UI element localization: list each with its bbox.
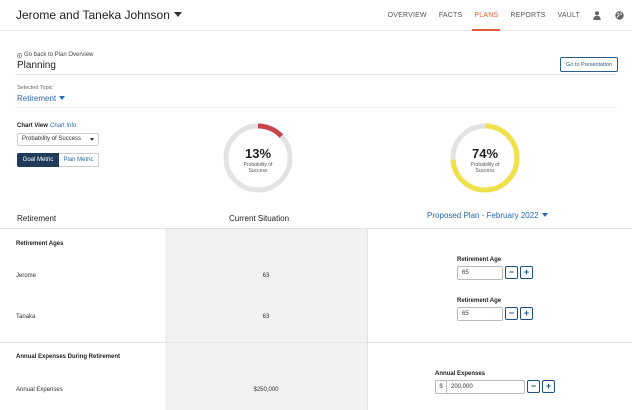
chevron-down-icon <box>90 138 94 141</box>
main-nav: OVERVIEW FACTS PLANS REPORTS VAULT <box>376 0 624 31</box>
currency-prefix: $ <box>435 380 446 394</box>
nav-vault[interactable]: VAULT <box>557 12 580 19</box>
annual-expenses-section-title: Annual Expenses During Retirement <box>16 354 121 360</box>
current-gauge-percent: 13% <box>244 146 272 161</box>
metric-select[interactable]: Probability of Success <box>17 133 99 146</box>
current-success-gauge <box>223 123 293 193</box>
current-situation-column <box>165 229 367 410</box>
proposed-plan-dropdown[interactable]: Proposed Plan - February 2022 <box>427 211 548 220</box>
selected-topic-value: Retirement <box>17 94 57 103</box>
client-name: Jerome and Taneka Johnson <box>16 8 170 22</box>
annual-expenses-input[interactable]: 200,000 <box>446 380 525 394</box>
divider <box>0 342 632 343</box>
gauge-fill <box>450 123 520 193</box>
back-link-label: Go back to Plan Overview <box>24 52 94 58</box>
nav-plans[interactable]: PLANS <box>472 0 501 31</box>
annual-expenses-row-label: Annual Expenses <box>16 387 63 393</box>
tanaka-age-increment-button[interactable]: + <box>520 307 533 320</box>
goal-metric-toggle[interactable]: Goal Metric <box>17 153 59 167</box>
arrow-left-circle-icon <box>17 52 22 58</box>
jerome-age-decrement-button[interactable]: − <box>505 266 518 279</box>
retirement-column-header: Retirement <box>17 214 57 223</box>
current-situation-column-header: Current Situation <box>229 214 290 223</box>
divider <box>367 229 368 410</box>
proposed-gauge-percent: 74% <box>471 146 499 161</box>
current-gauge-label-1: Probability of <box>243 162 273 168</box>
tanaka-row-label: Tanaka <box>16 314 36 320</box>
divider <box>15 74 617 75</box>
jerome-retirement-age-label: Retirement Age <box>457 257 502 263</box>
chevron-down-icon <box>59 96 66 100</box>
expenses-increment-button[interactable]: + <box>542 380 555 393</box>
current-gauge-label-2: Success <box>248 168 268 174</box>
retirement-ages-section-title: Retirement Ages <box>16 241 64 247</box>
metric-select-value: Probability of Success <box>22 136 82 142</box>
expenses-decrement-button[interactable]: − <box>527 380 540 393</box>
divider <box>15 107 617 108</box>
jerome-current-age: 63 <box>262 273 270 279</box>
annual-expenses-field-label: Annual Expenses <box>435 371 486 377</box>
top-bar: Jerome and Taneka Johnson OVERVIEW FACTS… <box>0 0 632 31</box>
gauge-fill <box>223 123 293 193</box>
jerome-age-increment-button[interactable]: + <box>520 266 533 279</box>
proposed-plan-label: Proposed Plan - February 2022 <box>427 211 539 220</box>
nav-overview[interactable]: OVERVIEW <box>387 12 427 19</box>
user-icon[interactable] <box>592 11 602 21</box>
proposed-success-gauge <box>450 123 520 193</box>
chart-info-link[interactable]: Chart Info <box>50 123 77 129</box>
chevron-down-icon <box>541 213 548 217</box>
tanaka-retirement-age-label: Retirement Age <box>457 298 502 304</box>
go-to-presentation-button[interactable]: Go to Presentation <box>560 57 618 72</box>
page-title: Planning <box>17 60 56 71</box>
chevron-down-icon <box>173 12 182 17</box>
globe-icon[interactable] <box>614 11 624 21</box>
client-name-dropdown[interactable]: Jerome and Taneka Johnson <box>16 8 182 22</box>
nav-reports[interactable]: REPORTS <box>510 12 546 19</box>
selected-topic-label: Selected Topic <box>17 85 53 91</box>
tanaka-retirement-age-input[interactable]: 65 <box>457 307 503 321</box>
jerome-row-label: Jerome <box>16 273 37 279</box>
back-to-plan-overview-link[interactable]: Go back to Plan Overview <box>17 52 93 58</box>
proposed-gauge-label-1: Probability of <box>470 162 500 168</box>
tanaka-age-decrement-button[interactable]: − <box>505 307 518 320</box>
chart-view-label: Chart View <box>17 123 48 129</box>
plan-metric-toggle[interactable]: Plan Metric <box>59 153 99 167</box>
divider <box>0 228 632 229</box>
tanaka-current-age: 63 <box>262 314 270 320</box>
jerome-retirement-age-input[interactable]: 65 <box>457 266 503 280</box>
nav-facts[interactable]: FACTS <box>438 12 463 19</box>
proposed-gauge-label-2: Success <box>475 168 495 174</box>
current-annual-expenses: $250,000 <box>253 387 279 393</box>
selected-topic-dropdown[interactable]: Retirement <box>17 94 66 103</box>
